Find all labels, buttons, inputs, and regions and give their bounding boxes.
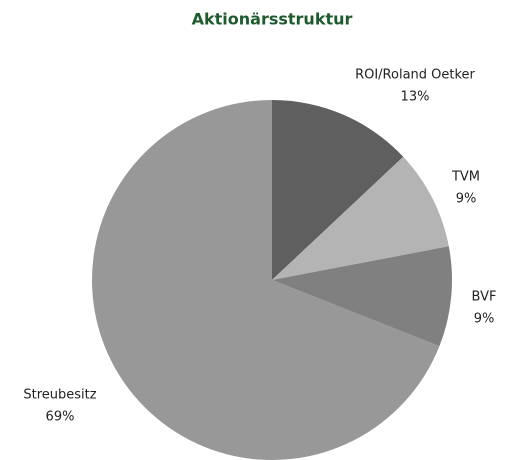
slice-label: ROI/Roland Oetker	[355, 68, 475, 83]
pie-slice	[272, 246, 452, 347]
pie-slice	[272, 100, 404, 280]
pie-slice	[92, 100, 440, 460]
slice-value-label: 69%	[46, 410, 75, 425]
slice-label: BVF	[472, 290, 497, 305]
slice-label: Streubesitz	[23, 388, 96, 403]
pie-slice	[272, 156, 449, 280]
slice-value-label: 9%	[456, 192, 477, 207]
slice-value-label: 9%	[474, 312, 495, 327]
chart-title: Aktionärsstruktur	[192, 10, 353, 29]
slice-value-label: 13%	[401, 90, 430, 105]
slice-label: TVM	[451, 170, 480, 185]
